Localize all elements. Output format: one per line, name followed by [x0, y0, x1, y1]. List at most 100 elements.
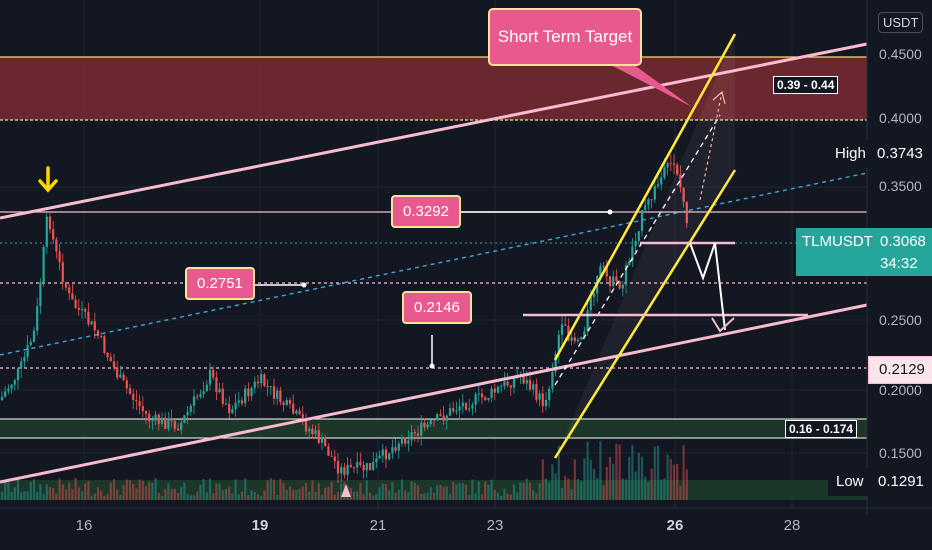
volume-bar: [308, 491, 311, 500]
volume-bar: [173, 488, 176, 500]
candle-body: [141, 406, 144, 412]
candle-body: [26, 345, 29, 358]
currency-button[interactable]: USDT: [878, 12, 924, 33]
candle-body: [682, 187, 685, 202]
volume-bar: [628, 456, 631, 500]
candle-body: [221, 388, 224, 404]
candle-body: [183, 415, 186, 423]
candle-body: [55, 239, 58, 252]
volume-bar: [80, 491, 84, 500]
candle-body: [212, 369, 215, 378]
volume-bar: [461, 483, 464, 500]
high-label: High 0.3743: [829, 140, 932, 168]
y-tick: 0.3500: [879, 178, 922, 194]
candle-body: [109, 356, 112, 362]
volume-bar: [135, 488, 138, 500]
candle-body: [615, 276, 618, 282]
candle-body: [538, 393, 541, 400]
candle-body: [125, 380, 128, 389]
volume-bar: [4, 480, 7, 500]
volume-bar: [429, 487, 432, 500]
candle-body: [112, 361, 116, 368]
volume-bar: [496, 492, 500, 500]
candle-body: [474, 394, 477, 405]
volume-bar: [538, 483, 541, 500]
volume-bar: [516, 492, 519, 500]
candle-body: [39, 282, 42, 307]
volume-bar: [87, 481, 90, 500]
volume-bar: [570, 489, 573, 500]
volume-bar: [397, 489, 400, 500]
candle-body: [32, 330, 36, 342]
connector-b-dot: [301, 282, 307, 288]
candle-body: [68, 287, 71, 294]
x-tick: 19: [251, 517, 269, 534]
candle-body: [20, 361, 23, 369]
candle-body: [602, 266, 605, 268]
volume-bar: [10, 491, 13, 500]
candle-body: [394, 447, 397, 451]
candle-body: [71, 293, 74, 300]
volume-bar: [292, 489, 295, 500]
volume-bar: [452, 481, 455, 500]
volume-bar: [282, 483, 285, 500]
channel-upper: [553, 33, 737, 361]
candle-body: [640, 210, 644, 232]
candle-body: [589, 296, 592, 311]
candle-body: [452, 408, 455, 412]
candle-body: [551, 371, 554, 389]
volume-bar: [416, 485, 420, 500]
candle-body: [557, 334, 560, 354]
candle-body: [237, 400, 240, 403]
candle-body: [340, 467, 343, 474]
volume-bar: [512, 484, 516, 500]
candle-body: [436, 414, 439, 421]
candle-body: [52, 229, 55, 240]
y-tick: 0.4500: [879, 46, 922, 62]
candle-body: [10, 384, 13, 389]
candle-body: [480, 393, 484, 398]
volume-bar: [61, 484, 64, 500]
volume-bar: [298, 488, 301, 500]
y-tick: 0.1500: [879, 445, 922, 461]
candle-body: [628, 261, 631, 266]
candle-body: [445, 415, 448, 421]
volume-bar: [410, 481, 413, 500]
volume-bar: [240, 491, 244, 500]
candle-body: [400, 437, 404, 444]
volume-bar: [653, 446, 656, 500]
candle-body: [260, 374, 263, 384]
candle-body: [298, 410, 301, 415]
volume-bar: [557, 445, 560, 500]
candle-body: [256, 381, 260, 384]
volume-bar: [132, 483, 135, 500]
volume-bar: [93, 493, 96, 500]
channel-fill: [555, 34, 735, 460]
projection-arrow-head: [712, 90, 726, 105]
volume-bar: [637, 452, 640, 500]
candle-body: [327, 446, 330, 456]
candle-body: [64, 281, 68, 288]
volume-bar: [400, 479, 404, 500]
volume-bar: [666, 454, 669, 500]
candle-body: [487, 397, 490, 400]
candle-body: [42, 246, 45, 283]
candle-body: [343, 467, 346, 475]
volume-bar: [576, 479, 580, 500]
candle-body: [180, 422, 183, 431]
candle-body: [503, 381, 506, 387]
volume-bar: [583, 458, 586, 500]
candle-body: [365, 463, 368, 471]
candle-body: [669, 163, 672, 165]
volume-bar: [378, 487, 381, 500]
candle-body: [352, 467, 356, 469]
candle-body: [77, 307, 80, 310]
candle-body: [160, 417, 164, 424]
candle-body: [7, 388, 10, 392]
volume-bar: [509, 494, 512, 500]
candle-body: [468, 408, 471, 410]
candle-body: [106, 352, 109, 357]
volume-bar: [138, 479, 141, 500]
volume-bar: [656, 445, 660, 500]
candle-body: [509, 385, 512, 388]
